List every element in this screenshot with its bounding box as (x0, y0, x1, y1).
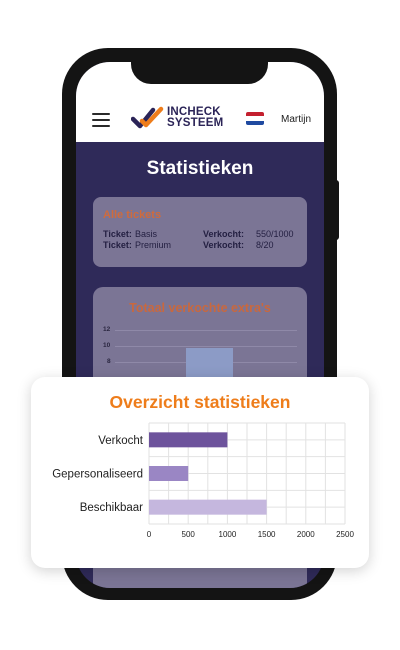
page-title: Statistieken (146, 158, 254, 179)
overview-statistics-card: Overzicht statistieken Verkocht Gepersona… (31, 377, 369, 568)
sold-value: 550/1000 (256, 229, 294, 239)
x-tick-label: 0 (147, 530, 152, 539)
ticket-value: Premium (135, 240, 172, 250)
ticket-label: Ticket: (103, 240, 132, 250)
x-tick-label: 500 (182, 530, 196, 539)
overview-bar-chart: Verkocht Gepersonaliseerd Beschikbaar 0 500 1… (52, 422, 354, 539)
tickets-card-title: Alle tickets (103, 209, 162, 221)
extras-card-title: Totaal verkochte extra's (129, 301, 271, 315)
x-tick-label: 2000 (297, 530, 315, 539)
logo-line-1: INCHECK (167, 106, 221, 118)
mini-y-tick: 10 (103, 342, 111, 349)
category-label: Beschikbaar (80, 502, 143, 514)
category-label: Verkocht (98, 435, 144, 447)
phone-side-button (334, 180, 339, 240)
logo-line-2: SYSTEEM (167, 117, 224, 129)
mini-y-tick: 8 (107, 358, 111, 365)
ticket-value: Basis (135, 229, 158, 239)
overview-title: Overzicht statistieken (109, 392, 291, 412)
category-label: Gepersonaliseerd (52, 469, 143, 481)
x-tick-label: 1500 (258, 530, 276, 539)
tickets-card: Alle tickets Ticket: Basis Verkocht: 550… (93, 197, 307, 267)
logo-check-icon (131, 106, 164, 129)
user-name[interactable]: Martijn (281, 114, 312, 125)
x-tick-label: 1000 (219, 530, 237, 539)
chart-bar-beschikbaar (149, 499, 267, 515)
netherlands-flag-icon[interactable] (246, 112, 264, 125)
sold-label: Verkocht: (203, 240, 245, 250)
sold-label: Verkocht: (203, 229, 245, 239)
phone-notch (131, 48, 268, 84)
mini-gridline (115, 346, 297, 347)
app-logo[interactable]: INCHECK SYSTEEM (131, 106, 223, 130)
mini-y-tick: 12 (103, 326, 111, 333)
x-tick-label: 2500 (336, 530, 354, 539)
chart-bar-verkocht (149, 432, 228, 448)
mini-gridline (115, 330, 297, 331)
ticket-label: Ticket: (103, 229, 132, 239)
sold-value: 8/20 (256, 240, 274, 250)
top-bar: INCHECK SYSTEEM Martijn (76, 62, 324, 142)
menu-icon[interactable] (92, 113, 110, 127)
chart-bar-gepersonaliseerd (149, 466, 189, 481)
